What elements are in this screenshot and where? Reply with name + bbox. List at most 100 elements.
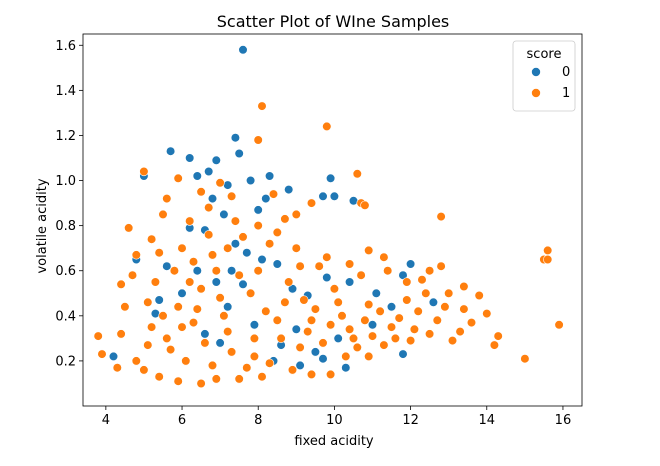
- x-tick-label: 4: [102, 413, 110, 428]
- scatter-point-series-1: [326, 369, 336, 380]
- scatter-point-series-1: [249, 333, 259, 344]
- scatter-point-series-1: [242, 363, 252, 373]
- scatter-point-series-1: [253, 135, 263, 145]
- scatter-point-series-1: [215, 178, 225, 188]
- scatter-point-series-0: [371, 288, 381, 298]
- scatter-point-series-0: [238, 45, 248, 55]
- scatter-point-series-1: [257, 101, 267, 111]
- chart-title: Scatter Plot of WIne Samples: [217, 12, 450, 31]
- y-tick-label: 0.6: [55, 264, 76, 279]
- scatter-point-series-1: [158, 311, 168, 321]
- scatter-point-series-1: [406, 336, 416, 346]
- scatter-point-series-0: [348, 196, 359, 206]
- scatter-point-series-1: [352, 342, 362, 353]
- legend-marker-1: [531, 88, 541, 98]
- scatter-point-series-0: [211, 277, 221, 287]
- scatter-point-series-1: [337, 311, 347, 321]
- scatter-point-series-1: [265, 239, 275, 249]
- scatter-point-series-0: [185, 153, 195, 163]
- scatter-point-series-0: [341, 363, 351, 373]
- scatter-point-series-1: [185, 277, 195, 287]
- scatter-point-series-1: [455, 327, 465, 337]
- scatter-point-series-1: [166, 345, 176, 355]
- scatter-point-series-0: [345, 277, 355, 287]
- scatter-point-series-0: [253, 205, 263, 215]
- scatter-point-series-1: [493, 331, 503, 341]
- scatter-point-series-1: [425, 266, 435, 276]
- x-axis-label: fixed acidity: [294, 434, 374, 449]
- scatter-point-series-1: [360, 315, 370, 325]
- y-tick-label: 1.0: [55, 174, 76, 189]
- scatter-point-series-1: [417, 275, 427, 285]
- scatter-point-series-1: [93, 331, 103, 341]
- scatter-point-series-0: [398, 349, 408, 359]
- scatter-point-series-1: [131, 356, 141, 366]
- scatter-point-series-1: [257, 372, 267, 382]
- scatter-point-series-1: [341, 351, 351, 362]
- scatter-point-series-1: [367, 331, 378, 341]
- points-layer: [93, 45, 564, 389]
- scatter-point-series-1: [390, 333, 401, 344]
- scatter-point-series-1: [173, 376, 183, 386]
- scatter-point-series-0: [261, 194, 271, 204]
- scatter-point-series-1: [234, 270, 244, 280]
- scatter-point-series-1: [402, 277, 412, 287]
- scatter-point-series-1: [310, 304, 321, 314]
- scatter-point-series-1: [409, 324, 420, 334]
- scatter-point-series-0: [223, 180, 233, 190]
- scatter-point-series-1: [474, 290, 484, 301]
- scatter-point-series-1: [280, 297, 290, 307]
- scatter-point-series-0: [329, 191, 340, 201]
- scatter-point-series-1: [543, 245, 553, 255]
- scatter-point-series-1: [489, 340, 500, 350]
- scatter-point-series-1: [348, 333, 359, 344]
- y-tick-label: 0.4: [55, 309, 76, 324]
- scatter-point-series-1: [306, 315, 317, 325]
- scatter-point-series-0: [284, 185, 294, 195]
- scatter-point-series-0: [428, 297, 439, 307]
- scatter-point-series-0: [230, 239, 240, 249]
- scatter-point-series-1: [112, 363, 122, 373]
- scatter-point-series-1: [375, 306, 385, 316]
- scatter-point-series-0: [249, 320, 259, 330]
- scatter-point-series-0: [154, 295, 164, 305]
- scatter-point-series-0: [207, 194, 218, 204]
- scatter-point-series-1: [306, 369, 317, 380]
- x-tick-label: 12: [402, 413, 419, 428]
- scatter-point-series-1: [154, 372, 164, 382]
- scatter-point-series-1: [272, 315, 282, 325]
- scatter-point-series-1: [154, 248, 164, 258]
- scatter-point-series-1: [215, 293, 225, 303]
- scatter-point-series-1: [326, 320, 336, 330]
- scatter-point-series-0: [204, 166, 214, 177]
- scatter-point-series-1: [207, 360, 218, 371]
- scatter-point-series-1: [230, 216, 240, 226]
- x-tick-label: 10: [326, 413, 343, 428]
- scatter-point-series-0: [223, 302, 233, 312]
- scatter-point-series-1: [162, 194, 172, 204]
- scatter-point-series-1: [265, 358, 275, 368]
- scatter-point-series-1: [162, 333, 172, 344]
- scatter-point-series-0: [333, 333, 343, 344]
- legend-box: [512, 40, 576, 112]
- scatter-point-series-0: [215, 338, 225, 348]
- scatter-point-series-1: [306, 198, 317, 208]
- x-tick-label: 16: [555, 413, 572, 428]
- scatter-point-series-1: [139, 166, 149, 177]
- scatter-point-series-1: [223, 327, 233, 337]
- scatter-point-series-1: [181, 356, 191, 366]
- scatter-point-series-0: [192, 171, 202, 181]
- scatter-point-series-1: [120, 302, 130, 312]
- scatter-point-series-1: [207, 250, 218, 260]
- scatter-point-series-1: [272, 227, 282, 237]
- scatter-point-series-1: [211, 266, 221, 276]
- scatter-point-series-1: [246, 288, 256, 298]
- scatter-point-series-0: [265, 171, 275, 181]
- legend-label-1: 1: [562, 86, 570, 101]
- scatter-point-series-1: [97, 349, 107, 359]
- scatter-point-series-1: [459, 281, 469, 292]
- scatter-point-series-1: [227, 347, 237, 357]
- legend-marker-0: [531, 67, 541, 77]
- scatter-point-series-0: [272, 259, 282, 269]
- scatter-point-series-1: [543, 254, 553, 265]
